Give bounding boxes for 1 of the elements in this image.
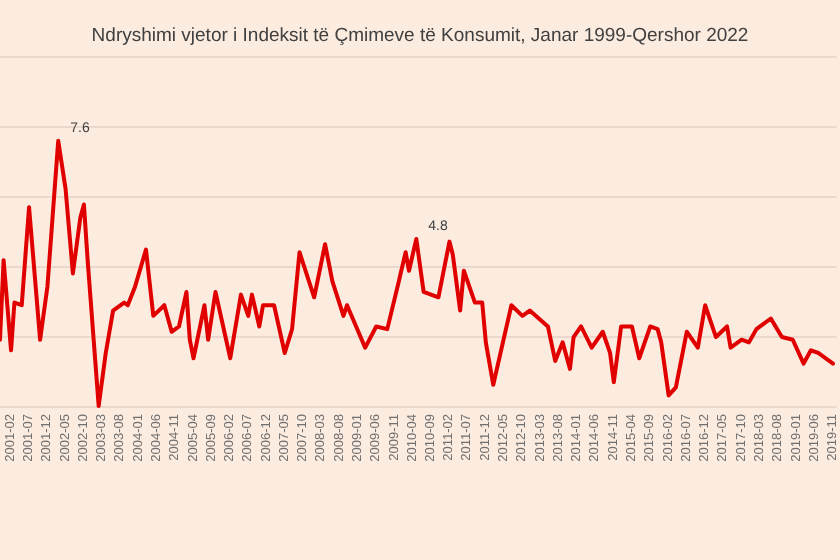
chart-title: Ndryshimi vjetor i Indeksit të Çmimeve të Konsumit, Janar 1999-Qershor 2022 (91, 25, 749, 47)
